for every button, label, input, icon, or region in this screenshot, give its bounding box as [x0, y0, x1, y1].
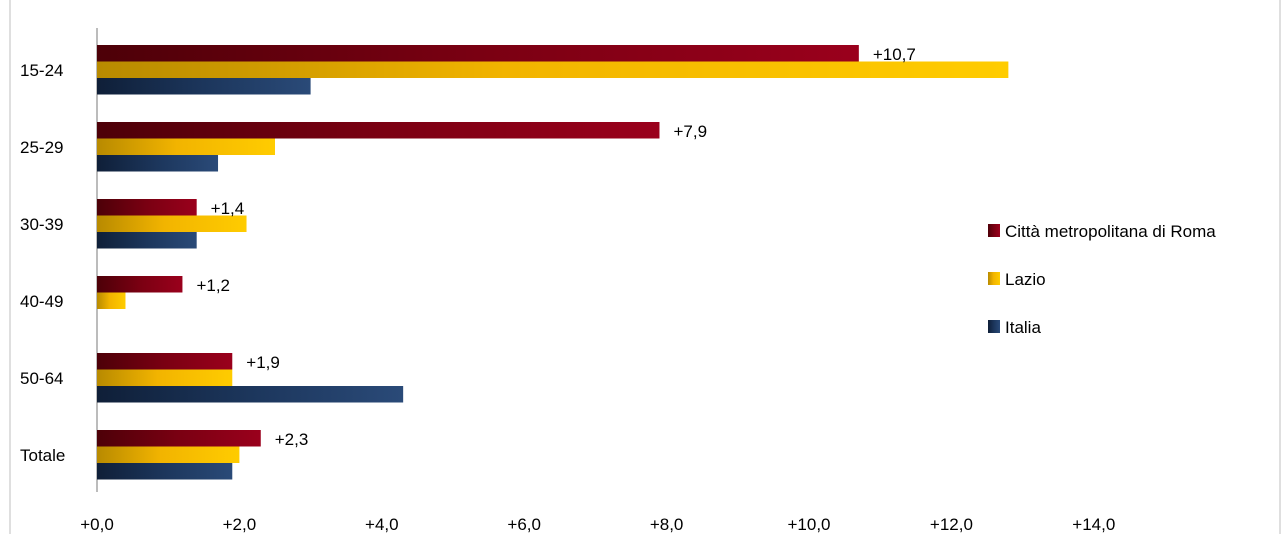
- bar-2-6: [97, 446, 240, 463]
- bar-3-1: [97, 78, 311, 95]
- bar-3-5: [97, 386, 404, 403]
- bar-1-6: [97, 430, 261, 447]
- data-label-6: +2,3: [275, 430, 309, 449]
- legend-swatch-1: [988, 224, 1000, 237]
- data-label-4: +1,2: [196, 276, 230, 295]
- bar-1-5: [97, 353, 233, 370]
- x-tick-label-4: +6,0: [507, 515, 541, 534]
- data-label-5: +1,9: [246, 353, 280, 372]
- legend-swatch-2: [988, 272, 1000, 285]
- bar-1-3: [97, 199, 197, 216]
- data-label-3: +1,4: [211, 199, 245, 218]
- bar-3-3: [97, 232, 197, 249]
- legend-swatch-3: [988, 320, 1000, 333]
- bar-1-2: [97, 122, 660, 139]
- x-tick-label-6: +10,0: [787, 515, 830, 534]
- category-label-5: 50-64: [20, 369, 63, 388]
- bar-2-5: [97, 369, 233, 386]
- legend: Città metropolitana di Roma Lazio Italia: [988, 222, 1216, 337]
- x-tick-label-2: +2,0: [223, 515, 257, 534]
- data-label-2: +7,9: [673, 122, 707, 141]
- plot-frame: [9, 0, 1281, 534]
- bar-1-4: [97, 276, 183, 293]
- data-label-1: +10,7: [873, 45, 916, 64]
- category-label-3: 30-39: [20, 215, 63, 234]
- bar-2-4: [97, 292, 126, 309]
- x-tick-label-7: +12,0: [930, 515, 973, 534]
- category-label-1: 15-24: [20, 61, 63, 80]
- labels-layer: +10,7 +7,9 +1,4 +1,2 +1,9 +2,3: [196, 45, 915, 449]
- bar-2-2: [97, 138, 275, 155]
- x-tick-label-8: +14,0: [1072, 515, 1115, 534]
- category-label-2: 25-29: [20, 138, 63, 157]
- bar-3-2: [97, 155, 219, 172]
- category-label-6: Totale: [20, 446, 65, 465]
- bar-3-6: [97, 463, 233, 480]
- bar-2-3: [97, 215, 247, 232]
- legend-label-2: Lazio: [1005, 270, 1046, 289]
- axis-layer: 15-24 25-29 30-39 40-49 50-64 Totale +0,0 +2,0 +…: [20, 61, 1115, 534]
- x-tick-label-3: +4,0: [365, 515, 399, 534]
- x-tick-label-1: +0,0: [80, 515, 114, 534]
- bar-1-1: [97, 45, 859, 62]
- bars-layer: [97, 45, 1009, 480]
- x-tick-label-5: +8,0: [650, 515, 684, 534]
- bar-2-1: [97, 61, 1009, 78]
- category-label-4: 40-49: [20, 292, 63, 311]
- legend-label-3: Italia: [1005, 318, 1041, 337]
- legend-label-1: Città metropolitana di Roma: [1005, 222, 1216, 241]
